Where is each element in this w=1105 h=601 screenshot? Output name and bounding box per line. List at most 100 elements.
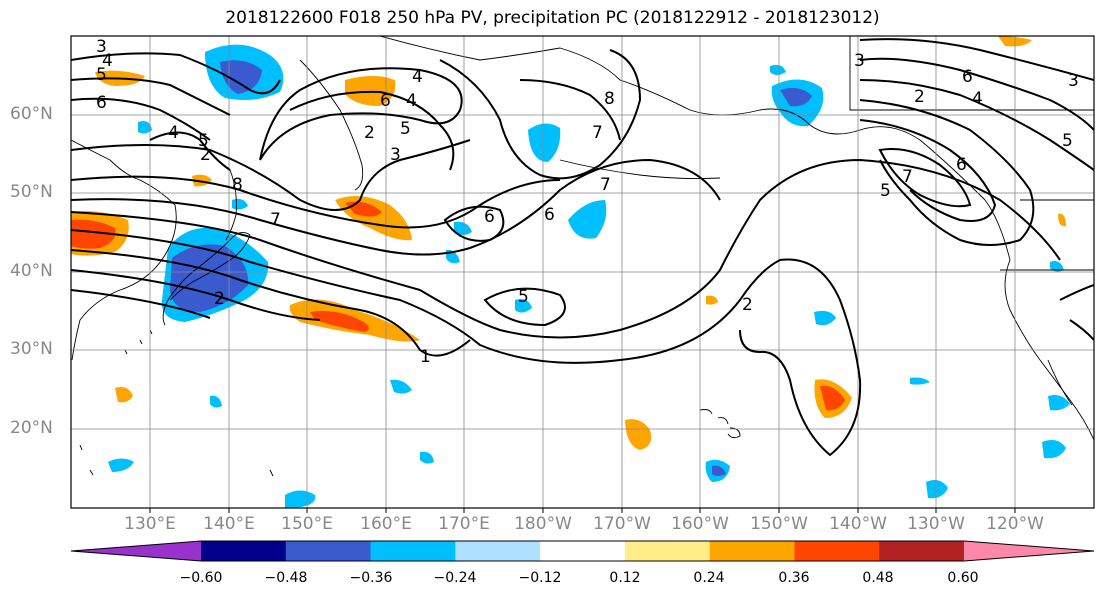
pv-contours bbox=[71, 38, 1094, 457]
precip-negative-area bbox=[515, 299, 532, 313]
pv-contour-line bbox=[71, 249, 471, 357]
coastline-canada-border bbox=[849, 36, 1094, 111]
lon-label: 180°W bbox=[514, 514, 572, 534]
contour-label: 4 bbox=[412, 67, 423, 87]
colorbar-tick-label: 0.12 bbox=[609, 570, 641, 586]
coastline-alaska bbox=[619, 79, 1011, 261]
colorbar-extend-low bbox=[71, 541, 201, 561]
precip-negative-area bbox=[568, 200, 607, 239]
lon-label: 140°W bbox=[829, 514, 887, 534]
pv-contour-line bbox=[71, 269, 321, 321]
coastline-siberia bbox=[379, 36, 621, 81]
pv-contour-line bbox=[71, 139, 471, 211]
colorbar-tick-label: −0.12 bbox=[518, 570, 562, 586]
lon-label: 120°W bbox=[986, 514, 1044, 534]
contour-label: 4 bbox=[168, 123, 179, 143]
precip-negative-area bbox=[910, 377, 930, 385]
precip-negative-area bbox=[1048, 395, 1070, 411]
precip-positive-area bbox=[706, 295, 718, 305]
precip-negative-area bbox=[210, 395, 222, 408]
contour-label: 3 bbox=[96, 37, 107, 57]
colorbar-tick-label: 0.60 bbox=[947, 570, 979, 586]
pv-contour-line bbox=[149, 131, 231, 171]
pv-contour-line bbox=[71, 289, 211, 319]
lon-label: 160°E bbox=[360, 514, 412, 534]
contour-label: 2 bbox=[914, 87, 925, 107]
pv-contour-line bbox=[71, 158, 1061, 339]
colorbar-segment bbox=[879, 541, 965, 561]
lon-label: 140°E bbox=[203, 514, 255, 534]
pv-contour-line bbox=[289, 90, 455, 171]
contour-label: 5 bbox=[880, 181, 891, 201]
colorbar-segment bbox=[285, 541, 372, 561]
precip-negative-area bbox=[108, 458, 134, 472]
colorbar-segment bbox=[794, 541, 880, 561]
contour-label: 5 bbox=[198, 131, 209, 151]
contour-label: 5 bbox=[1062, 131, 1073, 151]
precip-positive-area bbox=[115, 387, 133, 403]
contour-label: 2 bbox=[200, 145, 211, 165]
pv-contour-line bbox=[71, 77, 231, 116]
colorbar-tick-label: 0.48 bbox=[862, 570, 894, 586]
precip-negative-area bbox=[220, 60, 262, 94]
precip-negative-area bbox=[712, 465, 726, 476]
precip-negative-area bbox=[770, 64, 786, 75]
precip-positive-area bbox=[1058, 213, 1066, 227]
coastline-namerica bbox=[1004, 259, 1094, 441]
colorbar bbox=[70, 540, 1095, 562]
precip-negative-area bbox=[232, 198, 248, 210]
colorbar-tick-label: −0.48 bbox=[264, 570, 308, 586]
contour-label: 4 bbox=[406, 91, 417, 111]
pv-contour-line bbox=[71, 158, 721, 256]
precip-negative-area bbox=[926, 480, 948, 499]
contour-label: 5 bbox=[96, 65, 107, 85]
map-frame bbox=[70, 35, 1095, 509]
lon-label: 170°W bbox=[593, 514, 651, 534]
colorbar-segment bbox=[370, 541, 456, 561]
lon-label: 150°E bbox=[281, 514, 333, 534]
contour-label: 3 bbox=[390, 145, 401, 165]
pv-contour-line bbox=[259, 67, 463, 161]
contour-label: 6 bbox=[962, 67, 973, 87]
coastline-hawaii bbox=[699, 409, 741, 439]
pv-contour-line bbox=[1069, 319, 1094, 341]
coastline-japan bbox=[162, 231, 251, 326]
lon-label: 150°W bbox=[750, 514, 808, 534]
contour-label: 7 bbox=[270, 210, 281, 230]
colorbar-segment bbox=[201, 541, 287, 561]
coastline-asia bbox=[71, 139, 177, 361]
lat-label: 30°N bbox=[10, 339, 53, 359]
contour-label: 8 bbox=[232, 175, 243, 195]
colorbar-outline bbox=[70, 540, 1095, 562]
precip-negative-area bbox=[285, 490, 316, 508]
pv-contour-line bbox=[71, 97, 211, 141]
pv-contour-line bbox=[519, 79, 621, 141]
lat-label: 40°N bbox=[10, 261, 53, 281]
colorbar-tick-label: −0.24 bbox=[433, 570, 477, 586]
pv-contour-line bbox=[71, 229, 862, 457]
colorbar-tick-label: −0.36 bbox=[349, 570, 393, 586]
pv-contour-line bbox=[859, 79, 1094, 171]
pv-contour-line bbox=[71, 175, 561, 229]
coastline-aleutians bbox=[559, 159, 721, 180]
precip-negative-area bbox=[814, 310, 836, 326]
contour-label: 2 bbox=[742, 295, 753, 315]
colorbar-extend-high bbox=[964, 541, 1094, 561]
precip-negative-area bbox=[780, 88, 812, 107]
precip-negative-area bbox=[1042, 440, 1066, 459]
contour-label: 1 bbox=[420, 347, 431, 367]
colorbar-tick-label: 0.24 bbox=[693, 570, 725, 586]
pv-contour-line bbox=[859, 38, 1094, 81]
pv-contour-line bbox=[878, 148, 972, 208]
precip-negative-area bbox=[390, 379, 412, 394]
precip-negative-area bbox=[528, 123, 561, 162]
colorbar-tick-label: 0.36 bbox=[778, 570, 810, 586]
precip-negative-area bbox=[420, 451, 434, 464]
precip-negative-area bbox=[454, 221, 472, 235]
contour-label: 7 bbox=[592, 123, 603, 143]
contour-label: 6 bbox=[380, 91, 391, 111]
pv-contour-line bbox=[71, 52, 281, 95]
lat-label: 50°N bbox=[10, 182, 53, 202]
pv-contour-line bbox=[1059, 284, 1094, 301]
